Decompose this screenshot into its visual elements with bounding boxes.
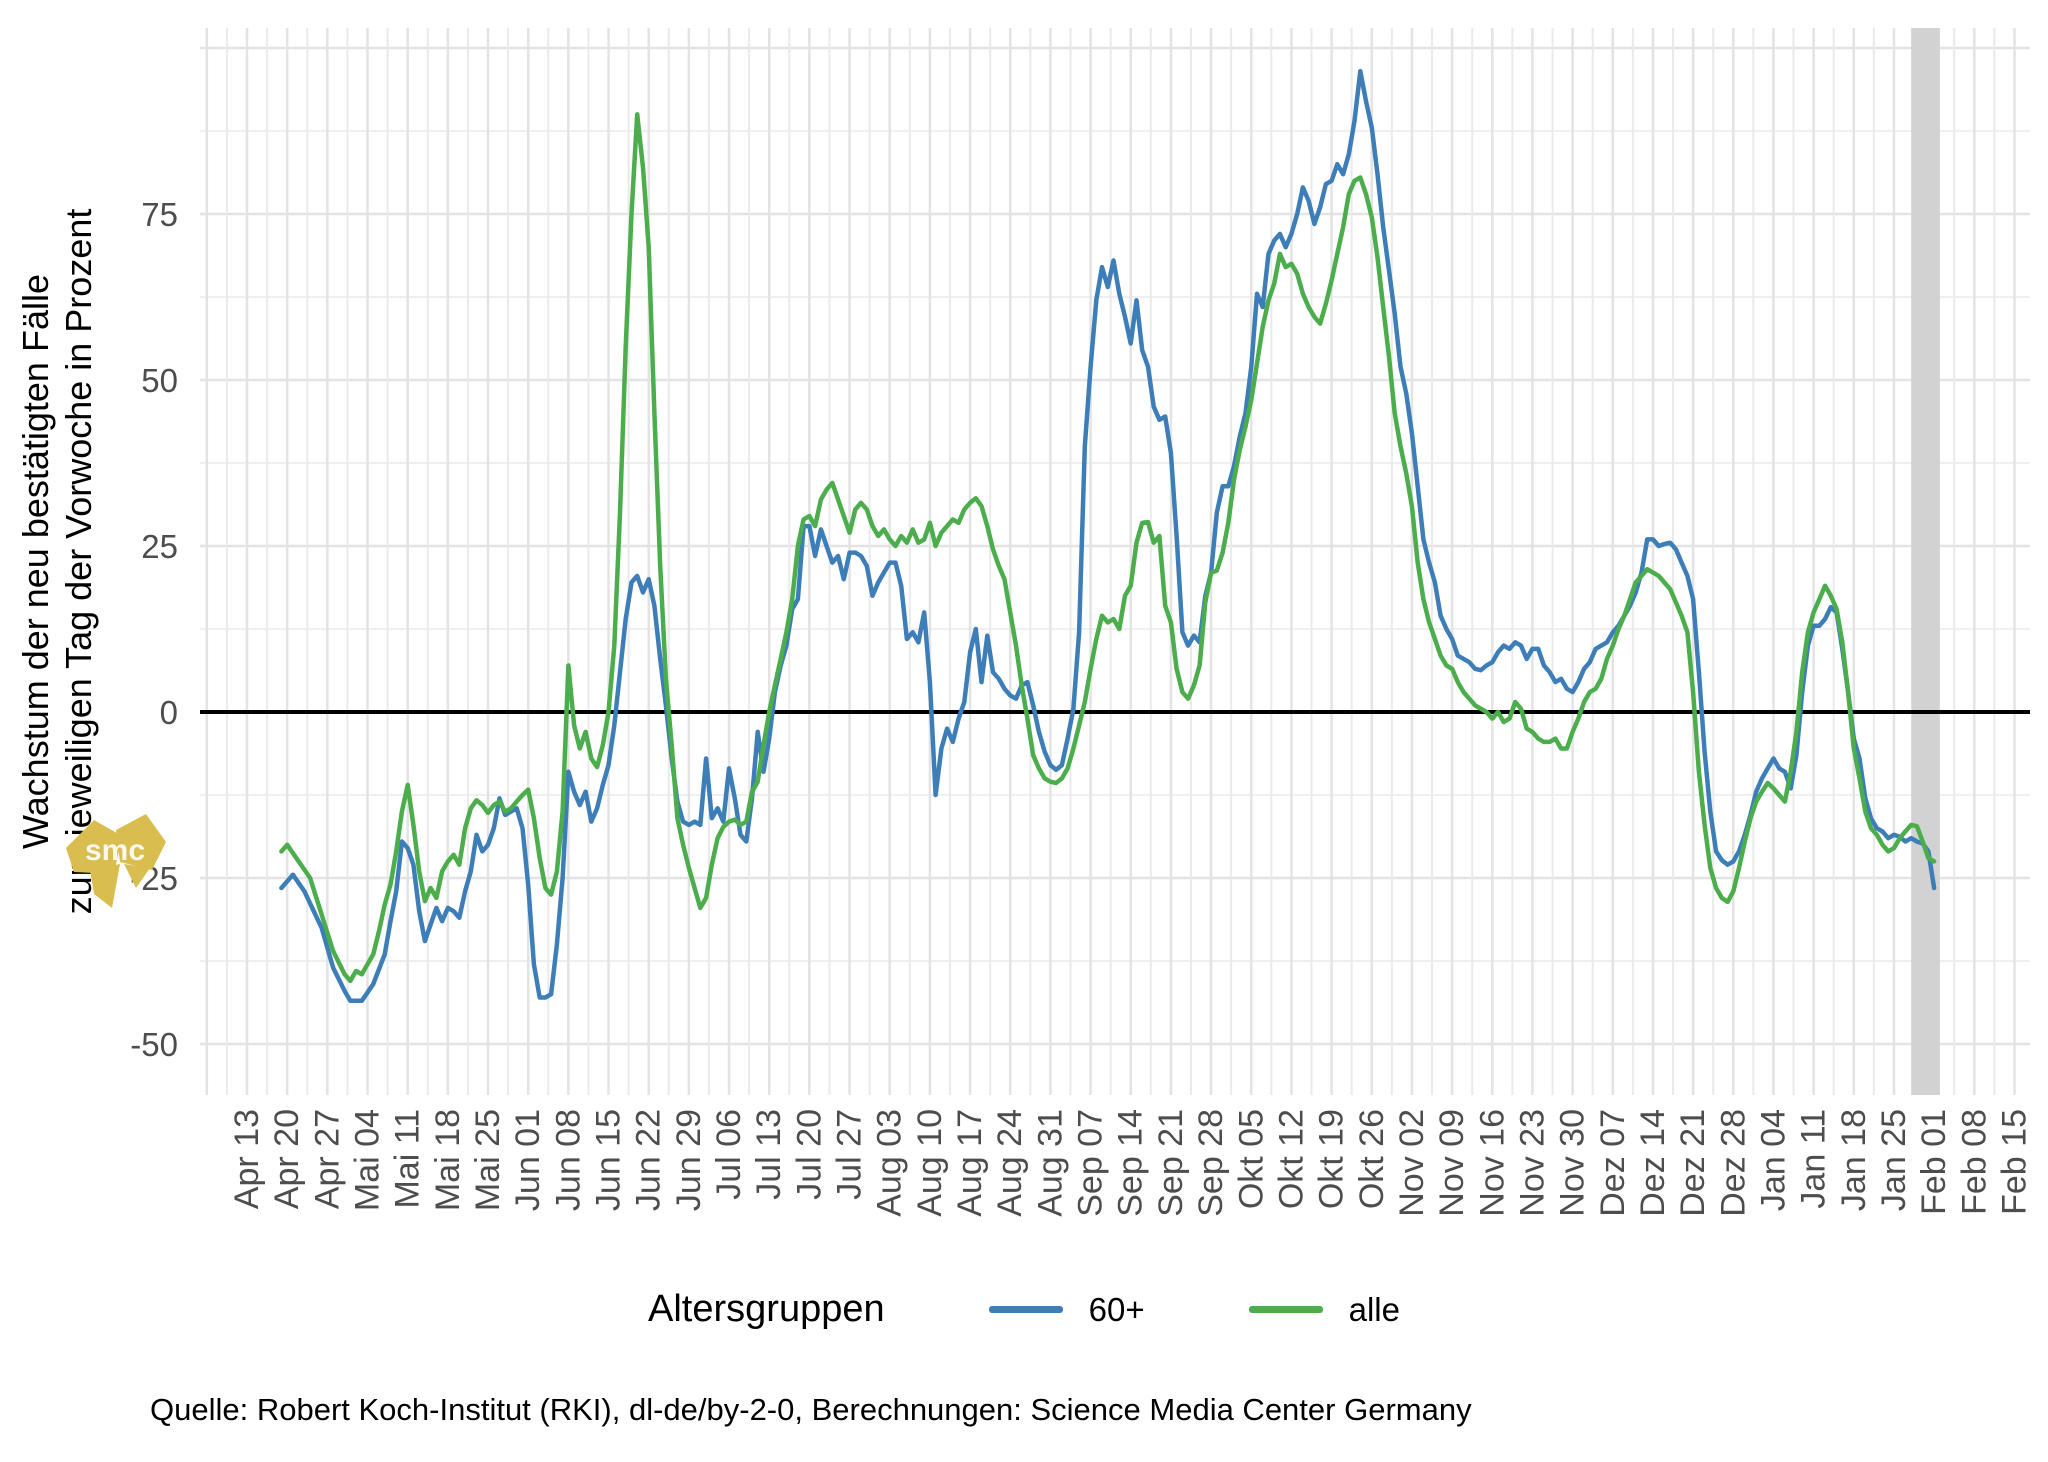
x-tick-label: Aug 17 [951,1109,989,1217]
y-tick-label: 0 [160,694,178,731]
x-tick-label: Okt 05 [1232,1109,1270,1209]
x-tick-label: Sep 28 [1192,1109,1230,1217]
x-tick-label: Feb 15 [1995,1109,2033,1215]
x-tick-label: Aug 24 [991,1109,1029,1217]
x-tick-label: Jul 20 [790,1109,828,1200]
smc-logo-icon: smc [66,814,166,908]
recent-data-highlight-band [1911,28,1940,1095]
x-tick-label: Jun 29 [670,1109,708,1211]
y-axis-title-line: zum jeweiligen Tag der Vorwoche in Proze… [58,209,99,915]
x-tick-label: Aug 03 [871,1109,909,1217]
x-tick-label: Dez 21 [1674,1109,1712,1217]
smc-logo-text: smc [85,834,145,867]
series-line-60plus [279,68,1937,1004]
x-tick-label: Feb 08 [1955,1109,1993,1215]
y-tick-label: 25 [141,528,178,565]
x-tick-label: Dez 28 [1714,1109,1752,1217]
x-tick-label: Jan 04 [1754,1109,1792,1211]
y-tick-label: -50 [130,1026,178,1063]
x-tick-label: Mai 04 [349,1109,387,1211]
x-tick-label: Jul 13 [750,1109,788,1200]
x-tick-label: Mai 25 [469,1109,507,1211]
y-tick-label: 75 [141,196,178,233]
x-tick-label: Nov 23 [1513,1109,1551,1217]
series-line-alle [279,112,1937,984]
x-tick-label: Nov 30 [1554,1109,1592,1217]
legend-swatch-60plus [988,1306,1063,1313]
x-tick-label: Jul 06 [710,1109,748,1200]
x-tick-label: Apr 27 [308,1109,346,1209]
x-tick-label: Jun 01 [509,1109,547,1211]
x-tick-label: Jul 27 [831,1109,869,1200]
x-tick-label: Nov 02 [1393,1109,1431,1217]
x-tick-label: Sep 14 [1112,1109,1150,1217]
x-tick-label: Jan 11 [1795,1109,1833,1209]
x-tick-label: Okt 26 [1353,1109,1391,1209]
legend-title: Altersgruppen [648,1288,885,1330]
legend-item-60plus: 60+ [988,1290,1145,1329]
x-tick-label: Nov 16 [1473,1109,1511,1217]
x-tick-label: Jan 18 [1835,1109,1873,1211]
x-tick-label: Jan 25 [1875,1109,1913,1211]
x-tick-label: Dez 07 [1594,1109,1632,1217]
x-tick-label: Sep 21 [1152,1109,1190,1217]
source-caption: Quelle: Robert Koch-Institut (RKI), dl-d… [150,1392,1472,1427]
x-tick-label: Mai 11 [389,1109,427,1209]
legend-swatch-alle [1248,1306,1323,1313]
smc-logo: smc [64,808,168,912]
legend-item-alle: alle [1248,1290,1400,1329]
y-axis-title-line: Wachstum der neu bestätigten Fälle [15,274,56,849]
x-tick-label: Aug 10 [911,1109,949,1217]
x-tick-label: Jun 08 [549,1109,587,1211]
x-tick-label: Jun 15 [590,1109,628,1211]
legend-label-60plus: 60+ [1088,1290,1145,1328]
legend: Altersgruppen 60+ alle [0,1288,2048,1331]
x-tick-label: Jun 22 [630,1109,668,1211]
x-tick-label: Sep 07 [1072,1109,1110,1217]
x-tick-label: Feb 01 [1915,1109,1953,1215]
x-tick-label: Aug 31 [1031,1109,1069,1217]
y-tick-label: 50 [141,362,178,399]
x-tick-label: Apr 13 [228,1109,266,1209]
x-tick-label: Apr 20 [268,1109,306,1209]
x-tick-label: Okt 19 [1313,1109,1351,1209]
x-tick-label: Dez 14 [1634,1109,1672,1217]
x-tick-label: Nov 09 [1433,1109,1471,1217]
x-tick-label: Okt 12 [1272,1109,1310,1209]
x-tick-label: Mai 18 [429,1109,467,1211]
legend-label-alle: alle [1348,1290,1400,1328]
